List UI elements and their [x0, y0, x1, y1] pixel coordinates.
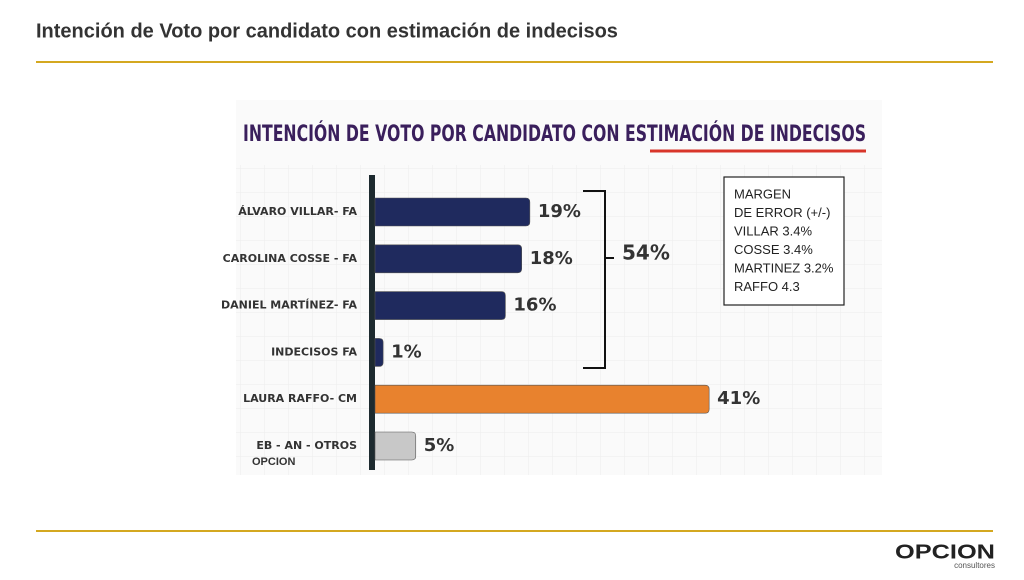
margin-box	[723, 176, 845, 306]
category-label: CAROLINA COSSE - FA	[223, 252, 358, 265]
logo: OPCION	[895, 541, 995, 563]
bracket	[583, 190, 614, 369]
margin-line: MARTINEZ 3.2%	[734, 260, 834, 275]
slide-title: Intención de Voto por candidato con esti…	[36, 20, 618, 42]
margin-line: RAFFO 4.3	[734, 279, 800, 294]
value-label: 18%	[530, 248, 573, 269]
chart-title: INTENCIÓN DE VOTO POR CANDIDATO CON ESTI…	[243, 121, 866, 147]
value-label: 5%	[424, 435, 455, 456]
margin-line: DE ERROR (+/-)	[734, 205, 830, 220]
logo-tagline: consultores	[954, 561, 995, 570]
margin-line: MARGEN	[734, 186, 791, 201]
category-label: LAURA RAFFO- CM	[243, 392, 357, 405]
value-label: 1%	[391, 341, 422, 362]
bar	[374, 431, 417, 461]
value-label: 41%	[717, 388, 760, 409]
category-label: INDECISOS FA	[271, 345, 357, 358]
bar	[374, 338, 384, 367]
category-label: EB - AN - OTROS	[256, 439, 357, 452]
bar	[374, 197, 531, 227]
category-label: DANIEL MARTÍNEZ- FA	[221, 299, 357, 312]
margin-lines: MARGEN DE ERROR (+/-) VILLAR 3.4% COSSE 3.4…	[734, 186, 834, 294]
chart-logo: OPCION	[252, 456, 295, 468]
value-label: 16%	[513, 295, 556, 316]
margin-line: VILLAR 3.4%	[734, 223, 812, 238]
bracket-label: 54%	[622, 241, 670, 265]
value-label: 19%	[538, 201, 581, 222]
margin-line: COSSE 3.4%	[734, 242, 813, 257]
category-label: ÁLVARO VILLAR- FA	[238, 205, 357, 218]
bar	[374, 244, 522, 274]
bar	[374, 291, 506, 320]
bar	[374, 384, 710, 414]
